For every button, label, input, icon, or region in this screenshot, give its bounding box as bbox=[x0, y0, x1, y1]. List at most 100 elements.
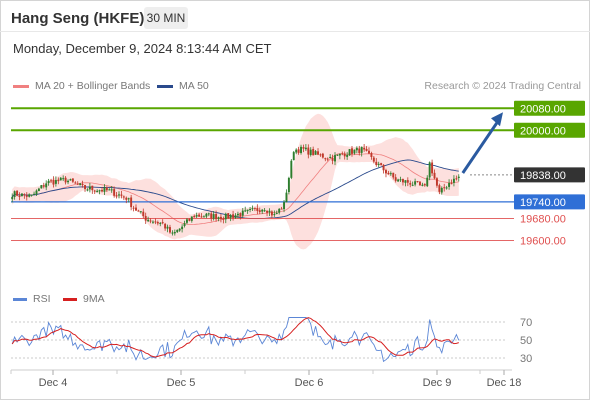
candle-body bbox=[435, 178, 438, 186]
candle-body bbox=[317, 151, 319, 155]
candle-body bbox=[300, 146, 303, 153]
candle-body bbox=[377, 163, 380, 165]
candle-body bbox=[258, 210, 261, 213]
candle-body bbox=[360, 147, 363, 153]
candle-body bbox=[314, 151, 317, 155]
candle-body bbox=[256, 208, 259, 211]
level-tag-pivot bbox=[514, 194, 585, 210]
candle-body bbox=[421, 184, 424, 186]
candle-body bbox=[290, 160, 293, 178]
candle-body bbox=[132, 207, 135, 209]
candle-body bbox=[355, 147, 358, 151]
candle-body bbox=[156, 221, 159, 224]
candle-body bbox=[79, 183, 82, 186]
candle-body bbox=[35, 190, 38, 195]
candle-body bbox=[86, 189, 89, 191]
candle-body bbox=[261, 209, 264, 212]
candle-body bbox=[292, 152, 295, 161]
candle-body bbox=[139, 211, 142, 213]
candle-body bbox=[389, 173, 392, 175]
candle-body bbox=[91, 185, 94, 191]
candle-body bbox=[125, 197, 128, 200]
candle-body bbox=[64, 177, 67, 183]
candle-body bbox=[268, 210, 271, 213]
candle-body bbox=[142, 211, 145, 217]
candle-body bbox=[297, 149, 300, 153]
candle-body bbox=[149, 220, 152, 222]
candle-body bbox=[98, 190, 101, 192]
rsi-ma-line bbox=[11, 317, 459, 358]
candle-body bbox=[229, 215, 232, 218]
candle-body bbox=[348, 149, 351, 156]
candle-body bbox=[426, 177, 429, 187]
candle-body bbox=[266, 210, 269, 213]
candle-body bbox=[418, 181, 421, 186]
candle-body bbox=[428, 162, 431, 178]
rsi-tick-label: 30 bbox=[520, 353, 532, 365]
candle-body bbox=[30, 194, 33, 196]
candle-body bbox=[363, 147, 366, 150]
candle-body bbox=[273, 214, 276, 216]
rsi-ma-swatch bbox=[63, 297, 77, 301]
candle-body bbox=[166, 226, 169, 229]
candle-body bbox=[392, 172, 395, 178]
candle-body bbox=[210, 213, 213, 219]
candle-body bbox=[67, 180, 70, 183]
candle-body bbox=[397, 179, 400, 182]
candle-body bbox=[59, 177, 62, 181]
candle-body bbox=[50, 180, 53, 182]
candle-body bbox=[113, 189, 116, 196]
candle-body bbox=[414, 181, 417, 185]
candle-body bbox=[135, 207, 137, 211]
timeframe-badge[interactable]: 30 MIN bbox=[144, 7, 188, 29]
bollinger-swatch bbox=[13, 84, 29, 88]
candle-body bbox=[409, 183, 412, 185]
candle-body bbox=[411, 184, 414, 186]
projection-arrow bbox=[461, 117, 502, 174]
rsi-tick-label: 70 bbox=[520, 317, 532, 329]
candle-body bbox=[161, 222, 164, 224]
candle-body bbox=[331, 157, 334, 161]
candle-body bbox=[16, 190, 19, 196]
candle-body bbox=[365, 148, 368, 151]
x-tick-label: Dec 6 bbox=[295, 377, 324, 389]
candle-body bbox=[329, 156, 332, 159]
research-credit: Research © 2024 Trading Central bbox=[424, 80, 581, 92]
candle-body bbox=[101, 189, 103, 192]
candle-body bbox=[443, 187, 446, 189]
x-tick-label: Dec 5 bbox=[167, 377, 196, 389]
level-label: 20080.00 bbox=[520, 103, 566, 115]
candle-body bbox=[285, 192, 288, 203]
level-tag-resistance bbox=[514, 122, 585, 138]
candle-body bbox=[40, 185, 43, 189]
candle-body bbox=[76, 183, 79, 185]
candle-body bbox=[445, 187, 448, 189]
candle-body bbox=[423, 184, 426, 186]
candle-body bbox=[224, 213, 227, 220]
level-tag-current bbox=[514, 167, 585, 183]
candle-body bbox=[385, 170, 387, 174]
candle-body bbox=[13, 191, 16, 197]
candle-body bbox=[448, 182, 451, 187]
candle-body bbox=[120, 194, 123, 196]
candle-body bbox=[346, 154, 349, 157]
candle-body bbox=[438, 185, 441, 192]
candle-body bbox=[25, 195, 28, 197]
legend-rsi-label: RSI bbox=[33, 293, 51, 305]
legend-bollinger: MA 20 + Bollinger Bands bbox=[13, 80, 150, 92]
legend-ma50-label: MA 50 bbox=[179, 80, 209, 92]
candle-body bbox=[18, 195, 21, 197]
candle-body bbox=[404, 180, 407, 183]
candle-body bbox=[324, 158, 327, 160]
candle-body bbox=[239, 213, 242, 217]
legend-rsi-ma: 9MA bbox=[63, 293, 105, 305]
candle-body bbox=[227, 213, 230, 219]
candle-body bbox=[309, 149, 312, 156]
rsi-swatch bbox=[13, 297, 27, 301]
candle-body bbox=[62, 178, 65, 180]
candle-body bbox=[368, 150, 370, 154]
candle-body bbox=[93, 190, 96, 192]
candle-body bbox=[108, 189, 111, 191]
candle-body bbox=[159, 222, 162, 224]
